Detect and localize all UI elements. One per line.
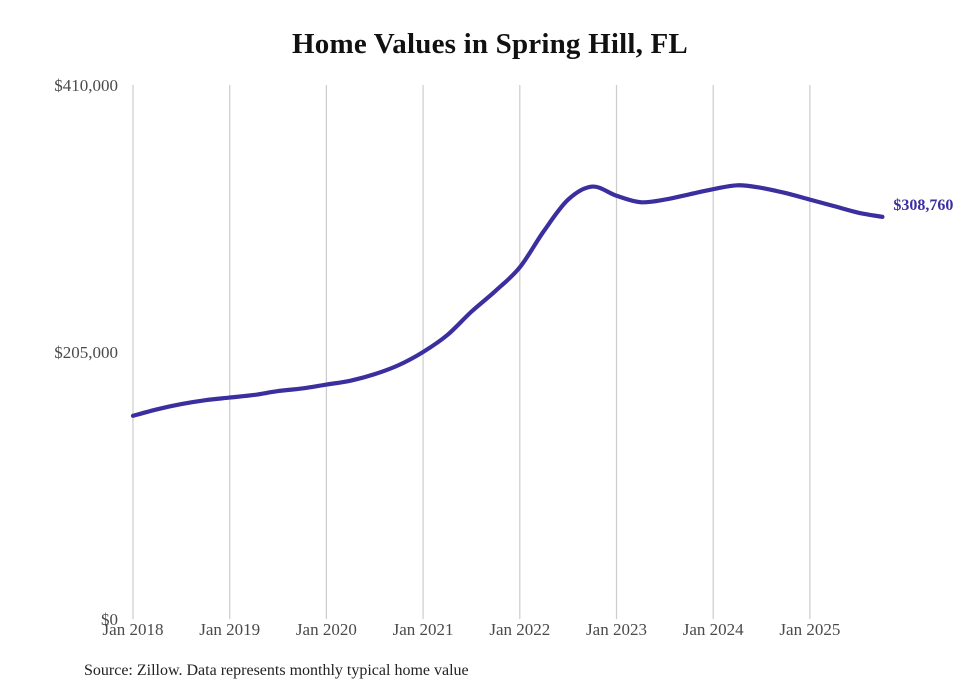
chart-title: Home Values in Spring Hill, FL <box>292 28 688 60</box>
x-tick-label-jan-2025: Jan 2025 <box>779 620 841 639</box>
x-tick-label-jan-2023: Jan 2023 <box>586 620 647 639</box>
y-axis-labels: $410,000 $205,000 $0 <box>8 0 118 699</box>
x-tick-label-jan-2021: Jan 2021 <box>392 620 454 639</box>
x-tick-label-jan-2022: Jan 2022 <box>489 620 551 639</box>
y-tick-label-410000: $410,000 <box>54 76 118 95</box>
end-value-annotation: $308,760 <box>893 196 954 214</box>
x-tick-label-jan-2019: Jan 2019 <box>199 620 261 639</box>
x-tick-label-jan-2020: Jan 2020 <box>295 620 357 639</box>
series-line-typical-home-value <box>130 183 885 418</box>
gridlines <box>132 85 811 619</box>
source-note: Source: Zillow. Data represents monthly … <box>84 662 469 679</box>
x-tick-label-jan-2024: Jan 2024 <box>682 620 744 639</box>
x-tick-label-jan-2018: Jan 2018 <box>102 620 164 639</box>
y-tick-label-205000: $205,000 <box>54 343 118 362</box>
y-tick-label-0: $0 <box>101 610 118 629</box>
